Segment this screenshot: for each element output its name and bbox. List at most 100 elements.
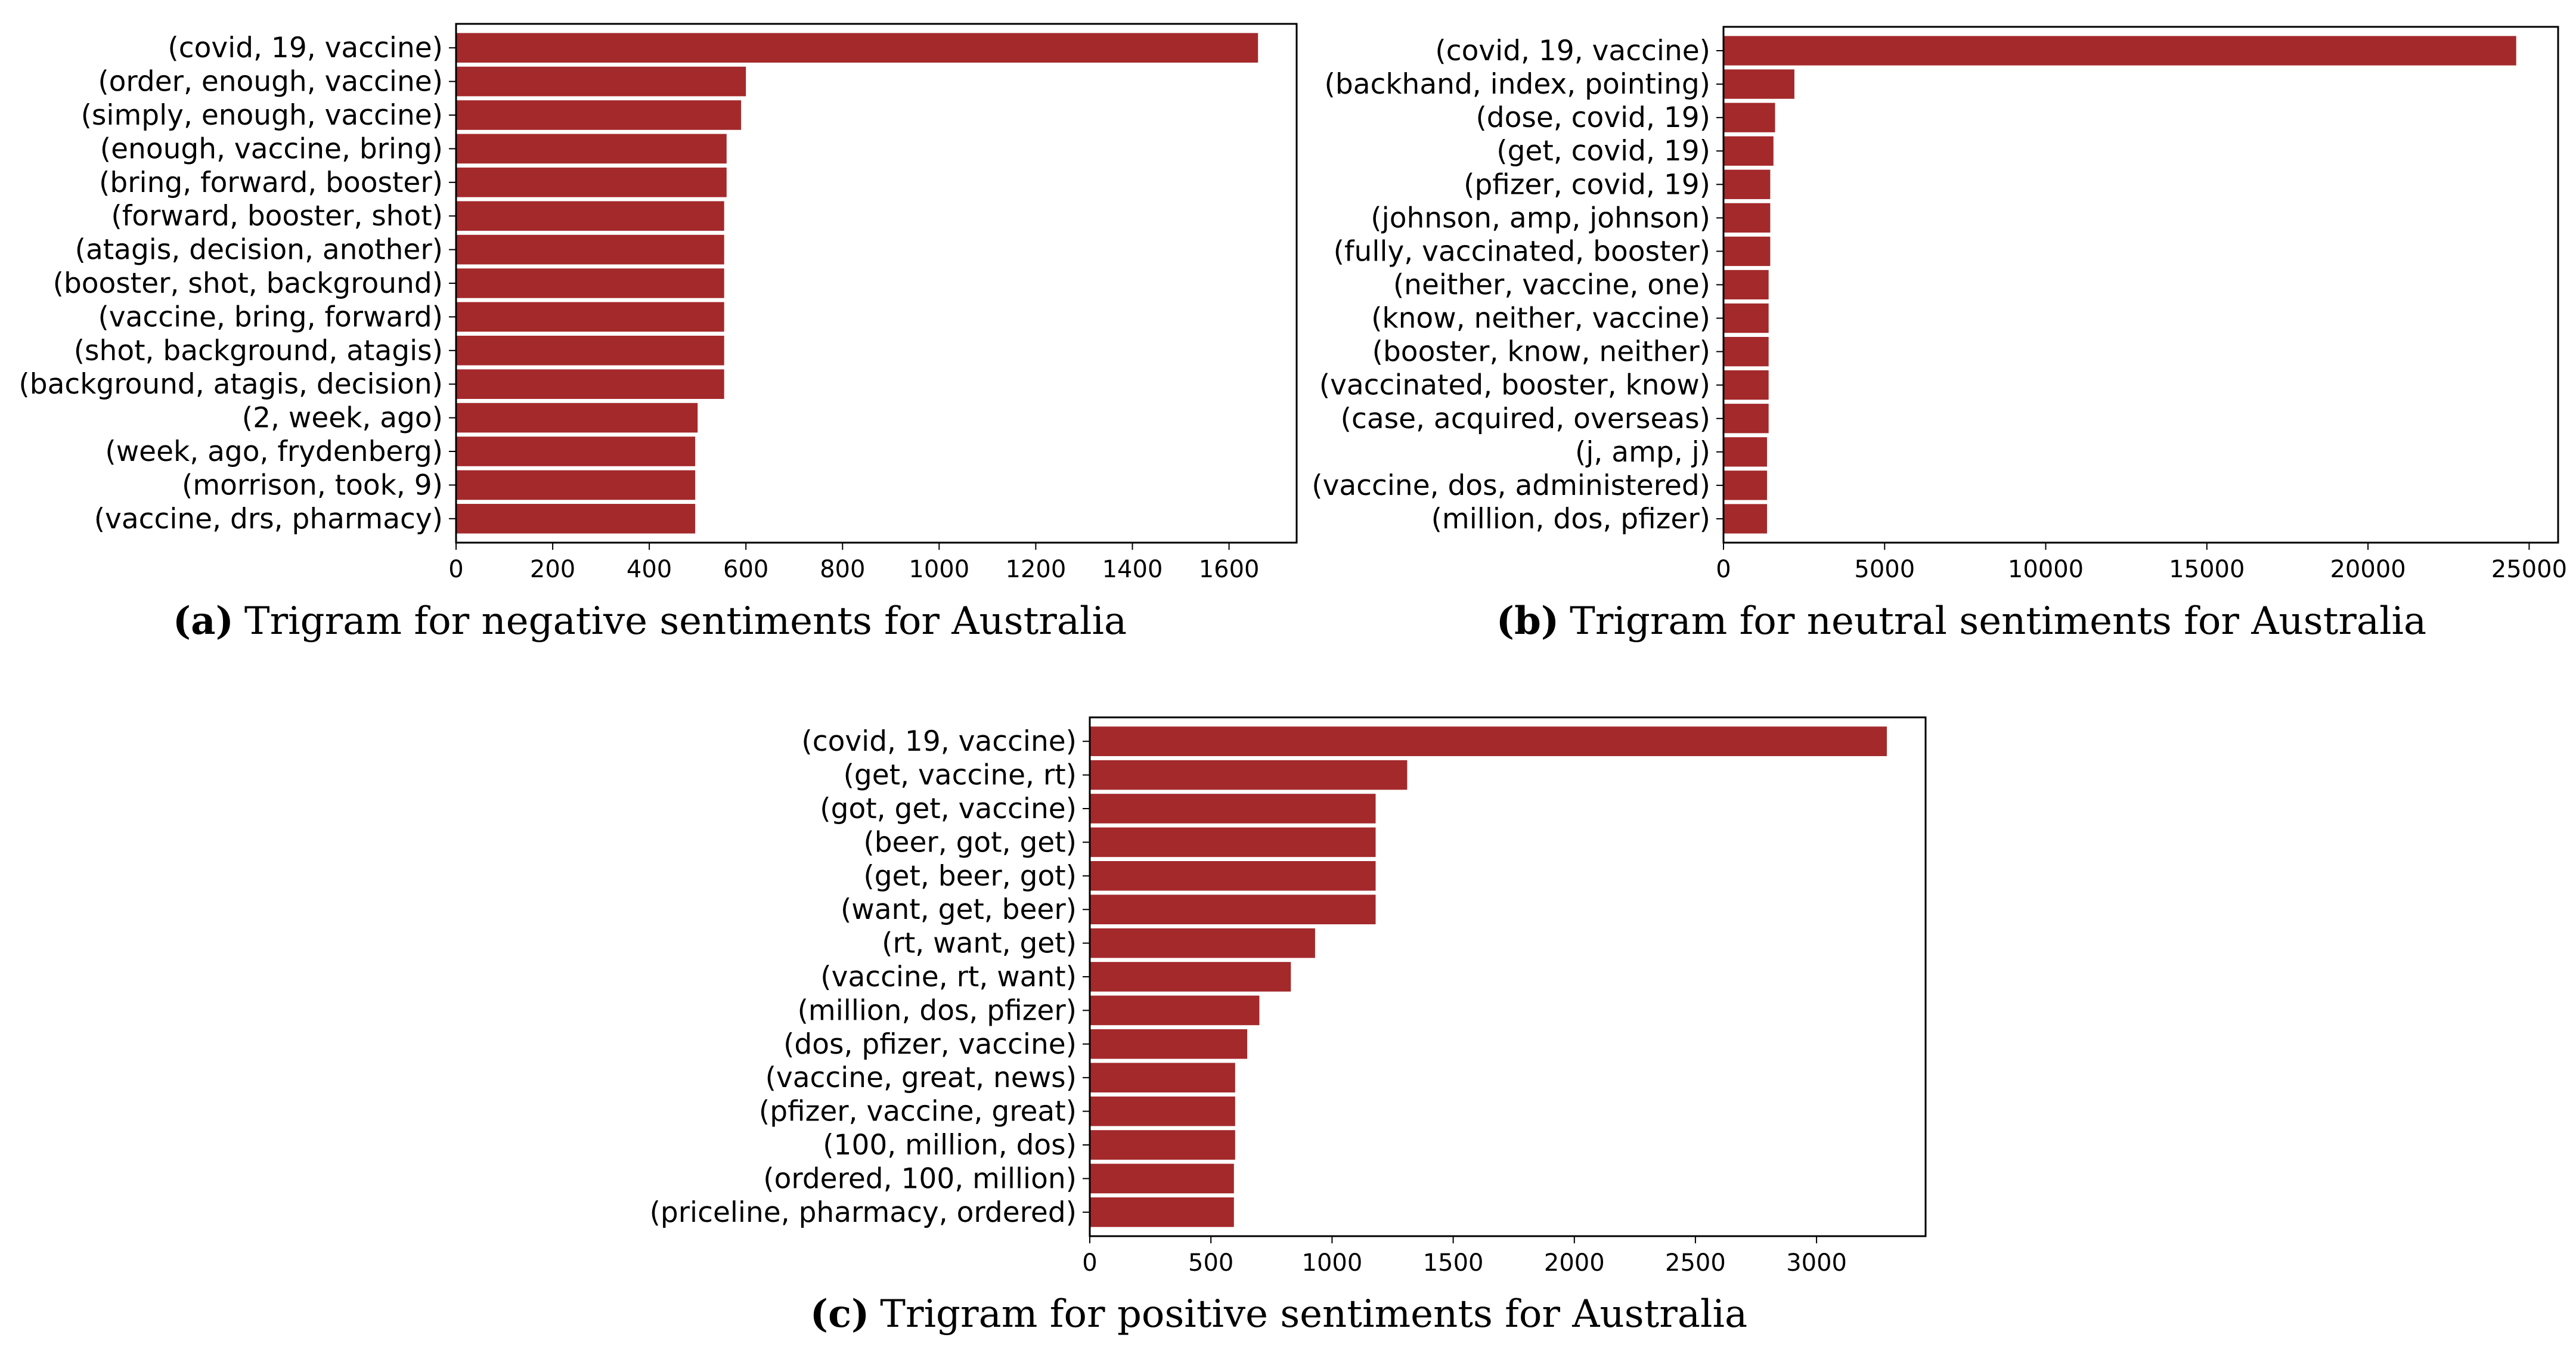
chart-b-bar [1723,36,2516,66]
chart-b-category-label: (neither, vaccine, one) [1393,269,1710,302]
chart-b-category-label: (vaccine, dos, administered) [1312,469,1710,502]
chart-c-category-label: (covid, 19, vaccine) [801,725,1077,758]
chart-a-category-label: (booster, shot, background) [53,267,443,300]
chart-a-category-label: (order, enough, vaccine) [98,66,443,98]
chart-b-bars [1723,36,2516,534]
chart-a-category-label: (shot, background, atagis) [74,335,443,367]
chart-c-bar [1090,995,1260,1026]
chart-b-category-label: (pfizer, covid, 19) [1464,168,1710,201]
chart-a-bar [456,403,698,433]
chart-a-category-labels: (covid, 19, vaccine)(order, enough, vacc… [18,32,456,535]
chart-a-frame [455,23,1298,544]
chart-b-bar [1723,169,1771,199]
chart-a-bar [456,66,746,97]
chart-a-x-tick-label: 1600 [1199,556,1260,583]
chart-c-category-label: (pfizer, vaccine, great) [759,1095,1077,1128]
chart-c-x-tick-label: 1500 [1423,1249,1484,1277]
chart-b-bar [1723,136,1774,166]
chart-a-x-axis: 0 200 400 600 800 1000 1200 1400 1600 [448,543,1259,583]
chart-b-x-tick-label: 25000 [2491,556,2567,583]
chart-a-bar [456,100,742,130]
chart-b-category-label: (know, neither, vaccine) [1371,302,1710,335]
chart-c-x-tick-label: 1000 [1302,1249,1363,1277]
chart-b-x-tick-label: 5000 [1854,556,1915,583]
chart-b-bar [1723,203,1771,233]
chart-a-bars [456,33,1258,534]
chart-b-caption: Trigram for neutral sentiments for Austr… [1570,599,2426,643]
chart-b-caption-letter: (b) [1496,599,1559,643]
chart-b-category-label: (booster, know, neither) [1372,336,1710,369]
chart-c-frame [1089,716,1927,1237]
chart-b-frame [1722,26,2559,544]
chart-b-category-label: (get, covid, 19) [1496,135,1710,168]
chart-c-bar [1090,1063,1235,1092]
chart-b-bar [1723,370,1769,400]
chart-c-x-tick-label: 2500 [1665,1249,1726,1277]
chart-a-category-label: (vaccine, drs, pharmacy) [94,503,443,535]
chart-c-bar [1090,894,1376,924]
chart-a-bar [456,369,724,399]
chart-a-category-label: (bring, forward, booster) [99,166,443,199]
chart-b-bar [1723,437,1767,467]
chart-c-bar [1090,962,1291,992]
chart-a-category-label: (enough, vaccine, bring) [100,132,443,165]
chart-b-category-label: (case, acquired, overseas) [1341,403,1710,435]
chart-b-x-tick-label: 0 [1716,556,1731,583]
chart-b-bar [1723,470,1767,500]
chart-b-category-label: (million, dos, pfizer) [1431,503,1710,535]
chart-b-category-label: (j, amp, j) [1575,436,1710,469]
chart-a-category-label: (vaccine, bring, forward) [98,301,443,333]
chart-b-bar [1723,404,1769,434]
chart-c-category-label: (get, vaccine, rt) [844,759,1077,792]
chart-c-category-label: (ordered, 100, million) [763,1162,1077,1195]
chart-a-category-label: (simply, enough, vaccine) [81,99,443,132]
chart-c-bar [1090,928,1315,958]
chart-a-caption-letter: (a) [173,599,234,643]
chart-c-x-tick-label: 3000 [1786,1249,1847,1277]
chart-b-bar [1723,270,1769,300]
chart-b-bar [1723,337,1769,367]
chart-a-x-tick-label: 800 [820,556,865,583]
chart-a-bar [456,302,724,332]
chart-c-category-label: (got, get, vaccine) [820,793,1077,825]
chart-a-x-tick-label: 1200 [1006,556,1067,583]
chart-c-bar [1090,1029,1248,1059]
chart-a-x-tick-label: 1400 [1102,556,1163,583]
chart-c-category-label: (priceline, pharmacy, ordered) [650,1196,1077,1229]
chart-c-x-axis: 0 500 1000 1500 2000 2500 3000 [1082,1236,1847,1277]
chart-c-panel: (covid, 19, vaccine)(get, vaccine, rt)(g… [650,716,1927,1336]
chart-b-bar [1723,504,1767,534]
chart-b-x-tick-label: 20000 [2330,556,2405,583]
chart-c-category-label: (vaccine, great, news) [765,1061,1077,1094]
chart-a-bar [456,33,1258,63]
chart-b-bar [1723,303,1769,333]
chart-c-bar [1090,794,1376,824]
chart-a-bar [456,268,724,298]
chart-a-bar [456,336,724,366]
chart-c-category-labels: (covid, 19, vaccine)(get, vaccine, rt)(g… [650,725,1090,1229]
chart-a-bar [456,201,724,231]
chart-a-bar [456,470,696,500]
chart-a-panel: (covid, 19, vaccine)(order, enough, vacc… [18,23,1298,643]
chart-a-bar [456,134,727,164]
chart-b-bar [1723,69,1794,99]
chart-a-category-label: (forward, booster, shot) [111,200,443,233]
chart-c-x-tick-label: 2000 [1544,1249,1605,1277]
chart-b-category-label: (covid, 19, vaccine) [1435,35,1710,67]
chart-a-bar [456,437,696,466]
chart-c-bar [1090,827,1376,857]
chart-b-panel: (covid, 19, vaccine)(backhand, index, po… [1312,26,2567,643]
chart-c-caption: Trigram for positive sentiments for Aust… [880,1292,1747,1336]
chart-b-x-axis: 0 5000 10000 15000 20000 25000 [1716,543,2567,583]
chart-a-bar [456,234,724,265]
chart-a-x-tick-label: 400 [627,556,672,583]
chart-c-bar [1090,1096,1235,1126]
chart-c-category-label: (rt, want, get) [882,927,1077,960]
chart-b-bar [1723,103,1775,132]
chart-c-bar [1090,726,1887,756]
chart-c-x-tick-label: 500 [1188,1249,1233,1277]
chart-c-category-label: (million, dos, pfizer) [798,994,1077,1027]
chart-a-category-label: (2, week, ago) [242,402,443,435]
chart-a-category-label: (morrison, took, 9) [182,469,443,502]
